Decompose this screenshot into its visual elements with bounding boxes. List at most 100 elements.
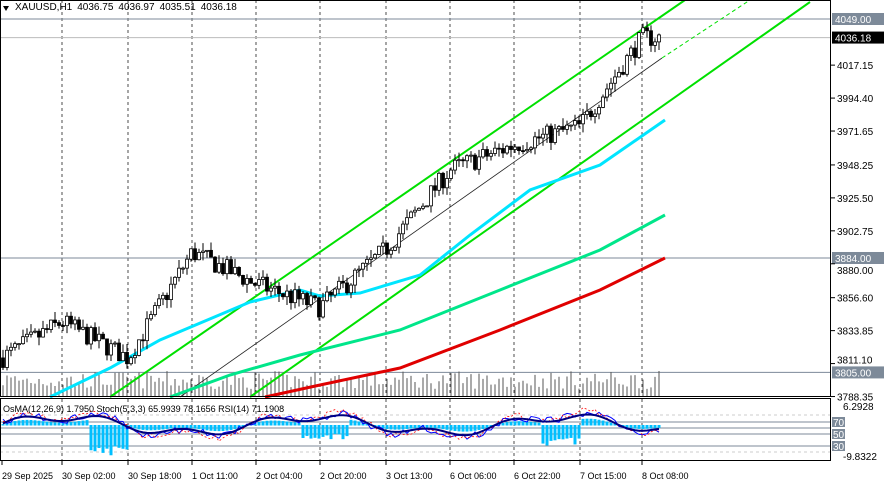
candle-body xyxy=(369,257,373,260)
osma-bar xyxy=(33,420,37,426)
candle-body xyxy=(533,136,537,149)
candle-body xyxy=(209,249,213,258)
candle-body xyxy=(457,159,461,162)
osma-bar xyxy=(501,422,505,426)
osma-bar xyxy=(589,418,593,426)
osma-bar xyxy=(545,425,549,446)
candle-body xyxy=(409,211,413,219)
candle-body xyxy=(181,267,185,270)
candle-body xyxy=(309,295,313,306)
price-label: 3788.35 xyxy=(837,393,874,404)
candle-body xyxy=(641,27,645,34)
candle-body xyxy=(205,249,209,252)
candle-body xyxy=(185,258,189,269)
osma-bar xyxy=(445,425,449,430)
candle-body xyxy=(501,148,505,154)
osma-bar xyxy=(177,425,181,428)
price-tag-current: 4036.18 xyxy=(835,34,872,45)
candle-body xyxy=(189,248,193,260)
osma-bar xyxy=(321,425,325,437)
candle-body xyxy=(73,319,77,325)
candle-body xyxy=(105,338,109,356)
osma-bar xyxy=(257,421,261,426)
osma-bar xyxy=(405,425,409,430)
price-tag-level_low: 3805.00 xyxy=(835,368,872,379)
candle-body xyxy=(613,76,617,84)
candle-body xyxy=(217,263,221,273)
osma-bar xyxy=(389,425,393,430)
candle-body xyxy=(197,252,201,261)
candle-body xyxy=(289,290,293,304)
candle-body xyxy=(625,55,629,75)
candle-body xyxy=(389,249,393,255)
candle-body xyxy=(25,333,29,338)
candle-body xyxy=(553,128,557,143)
candle-body xyxy=(233,266,237,275)
candle-body xyxy=(441,172,445,189)
price-tag-bg-level_mid xyxy=(832,251,884,264)
price-tag-bg-current xyxy=(832,31,884,44)
candle-body xyxy=(425,205,429,208)
osma-bar xyxy=(73,421,77,426)
candle-body xyxy=(589,110,593,117)
osma-bar xyxy=(461,425,465,432)
candle-body xyxy=(161,294,165,300)
osma-bar xyxy=(317,425,321,439)
osma-bar xyxy=(457,425,461,432)
rsi-line xyxy=(2,413,660,437)
osma-bar xyxy=(517,421,521,426)
osma-bar xyxy=(653,425,657,429)
osma-bar xyxy=(57,422,61,426)
candle-body xyxy=(521,150,525,152)
osma-bar xyxy=(233,425,237,430)
price-label: 3948.25 xyxy=(837,161,874,172)
osma-bar xyxy=(541,425,545,444)
candle-body xyxy=(97,333,101,342)
symbol-header[interactable]: XAUUSD,H1 4036.75 4036.97 4035.51 4036.1… xyxy=(3,2,237,14)
candle-body xyxy=(549,125,553,143)
candle-body xyxy=(513,146,517,150)
osma-bar xyxy=(37,420,41,426)
osma-bar xyxy=(477,425,481,430)
candle-body xyxy=(629,47,633,57)
osma-bar xyxy=(421,425,425,428)
osma-bar xyxy=(305,425,309,436)
candle-body xyxy=(593,113,597,117)
candle-body xyxy=(265,276,269,292)
osma-bar xyxy=(601,420,605,426)
candle-body xyxy=(85,326,89,345)
osma-bar xyxy=(45,421,49,426)
time-label: 6 Oct 22:00 xyxy=(514,471,561,481)
osma-bar xyxy=(585,418,589,426)
candle-body xyxy=(645,27,649,32)
indicator-min-label: -9.8322 xyxy=(843,452,877,463)
candle-body xyxy=(597,107,601,115)
osma-bar xyxy=(25,419,29,426)
candle-body xyxy=(169,283,173,301)
candle-body xyxy=(177,267,181,278)
osma-bar xyxy=(201,425,205,430)
candle-body xyxy=(377,245,381,255)
candle-body xyxy=(577,120,581,125)
candle-body xyxy=(397,233,401,248)
candle-body xyxy=(221,263,225,275)
osma-bar xyxy=(525,421,529,426)
osma-bar xyxy=(649,425,653,429)
osma-bar xyxy=(577,425,581,439)
price-label: 3880.00 xyxy=(837,266,874,277)
candle-body xyxy=(585,110,589,115)
candle-body xyxy=(285,290,289,298)
dropdown-triangle-icon[interactable] xyxy=(3,5,9,11)
osma-bar xyxy=(5,422,9,426)
osma-bar xyxy=(277,420,281,426)
osma-bar xyxy=(569,425,573,438)
candle-body xyxy=(5,349,9,368)
candle-body xyxy=(245,278,249,285)
osma-bar xyxy=(309,425,313,439)
candle-body xyxy=(433,185,437,191)
osma-bar xyxy=(205,425,209,431)
osma-bar xyxy=(113,425,117,447)
candle-body xyxy=(149,314,153,320)
